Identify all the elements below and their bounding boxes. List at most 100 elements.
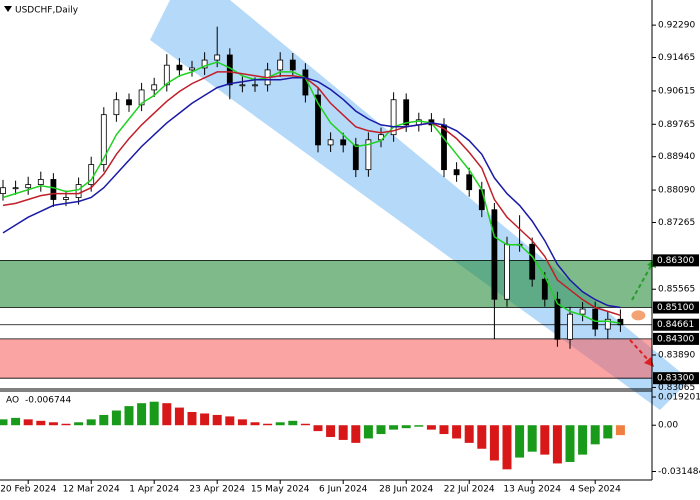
moving-average bbox=[2, 77, 621, 309]
ao-bar bbox=[187, 411, 197, 426]
y-tick-label: 0.00 bbox=[658, 421, 678, 431]
x-tick-label: 22 Jul 2024 bbox=[444, 485, 495, 495]
candle-body bbox=[327, 139, 334, 146]
ao-bar bbox=[200, 413, 210, 426]
candle-body bbox=[12, 187, 19, 190]
y-tick-label: 0.89765 bbox=[658, 120, 695, 130]
ao-bar bbox=[389, 425, 399, 430]
ao-bar bbox=[174, 407, 184, 426]
level-label: 0.83300 bbox=[657, 374, 694, 384]
candle-body bbox=[138, 89, 145, 106]
candle-body bbox=[604, 318, 611, 330]
ao-bar bbox=[23, 419, 33, 426]
ao-bar bbox=[426, 425, 436, 430]
candle-body bbox=[541, 278, 548, 300]
ao-bar bbox=[111, 410, 121, 426]
x-tick-label: 28 Jun 2024 bbox=[379, 485, 433, 495]
ao-bar bbox=[464, 425, 474, 443]
ao-bar bbox=[99, 414, 109, 426]
candle-body bbox=[189, 67, 195, 71]
ao-bar bbox=[288, 420, 298, 426]
candle-body bbox=[365, 139, 372, 171]
ao-bar bbox=[527, 425, 537, 452]
ao-bar bbox=[74, 422, 84, 426]
candle-body bbox=[466, 174, 473, 191]
ao-bar bbox=[61, 423, 71, 426]
ao-bar bbox=[212, 414, 222, 426]
candle-body bbox=[25, 184, 32, 189]
candle-body bbox=[151, 84, 158, 91]
y-tick-label: 0.87265 bbox=[658, 218, 695, 228]
zone bbox=[0, 260, 652, 308]
y-tick-label: 0.83890 bbox=[658, 351, 695, 361]
ao-bar bbox=[414, 425, 424, 427]
y-tick-label: 0.88940 bbox=[658, 152, 695, 162]
ao-bar bbox=[338, 425, 348, 440]
moving-average bbox=[2, 71, 621, 317]
ao-bar bbox=[36, 420, 46, 426]
candle-body bbox=[37, 179, 44, 185]
zone bbox=[0, 338, 652, 379]
y-tick-label: 0.90615 bbox=[658, 86, 695, 96]
ao-bar bbox=[452, 425, 462, 439]
menu-icon[interactable] bbox=[4, 6, 12, 12]
ao-bar bbox=[149, 401, 159, 426]
candle-body bbox=[592, 308, 599, 330]
ao-bar bbox=[225, 416, 235, 426]
ao-bar bbox=[603, 425, 613, 439]
y-tick-label: 0.83065 bbox=[658, 383, 695, 393]
down-arrow bbox=[629, 339, 651, 363]
ao-bar bbox=[401, 425, 411, 429]
ao-bar bbox=[326, 425, 336, 437]
x-tick-label: 1 Apr 2024 bbox=[129, 485, 179, 495]
level-label-box bbox=[653, 332, 699, 345]
highlight bbox=[631, 310, 646, 321]
candle-body bbox=[113, 99, 120, 116]
ao-bar bbox=[590, 425, 600, 445]
candle-body bbox=[504, 243, 510, 300]
ao-bar bbox=[578, 425, 588, 455]
ao-bar bbox=[86, 419, 96, 426]
ao-bar bbox=[489, 425, 499, 461]
candle-body bbox=[0, 187, 6, 195]
moving-average bbox=[2, 61, 621, 324]
candle-body bbox=[176, 64, 183, 71]
level-label-box bbox=[653, 318, 699, 331]
candle-body bbox=[252, 84, 258, 87]
candle-body bbox=[75, 184, 82, 198]
candle-body bbox=[554, 298, 561, 340]
x-tick-label: 12 Mar 2024 bbox=[63, 485, 120, 495]
ao-bar bbox=[565, 425, 575, 462]
ao-bar bbox=[363, 425, 373, 439]
candle-body bbox=[315, 94, 321, 146]
ao-bar bbox=[250, 422, 260, 426]
candle-body bbox=[239, 84, 246, 87]
ao-bar bbox=[376, 425, 386, 435]
x-tick-label: 15 May 2024 bbox=[251, 485, 310, 495]
level-label-box bbox=[653, 301, 699, 314]
level-label: 0.85100 bbox=[657, 303, 694, 313]
candle-body bbox=[617, 318, 624, 326]
y-tick-label: 0.88090 bbox=[658, 186, 695, 196]
y-tick-label: 0.91465 bbox=[658, 53, 695, 63]
level-label: 0.84661 bbox=[657, 320, 694, 330]
x-tick-label: 4 Sep 2024 bbox=[570, 485, 622, 495]
x-tick-label: 13 Aug 2024 bbox=[503, 485, 561, 495]
x-tick-label: 6 Jun 2024 bbox=[319, 485, 368, 495]
candle-body bbox=[50, 179, 57, 200]
candle-body bbox=[126, 99, 132, 106]
ao-bar bbox=[552, 425, 562, 464]
ao-bar bbox=[515, 425, 525, 458]
candle-body bbox=[441, 124, 447, 171]
x-tick-label: 20 Feb 2024 bbox=[0, 485, 56, 495]
ao-title: AO bbox=[6, 396, 19, 406]
candle-body bbox=[340, 139, 347, 146]
chart-title: USDCHF,Daily bbox=[15, 6, 79, 16]
ao-bar bbox=[351, 425, 361, 443]
ao-bar bbox=[313, 425, 323, 432]
ao-bar bbox=[263, 423, 273, 426]
y-tick-label: -0.031484 bbox=[658, 467, 700, 477]
level-label-box bbox=[653, 372, 699, 385]
ao-bar bbox=[137, 403, 147, 426]
